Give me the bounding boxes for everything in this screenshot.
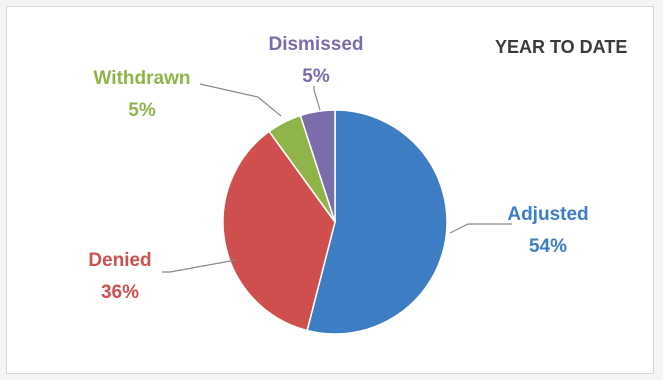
leader-line-adjusted: [449, 223, 512, 234]
pie-slice-denied: [222, 130, 336, 332]
slice-label-withdrawn: Withdrawn: [94, 68, 191, 89]
leader-line-dismissed: [313, 86, 321, 111]
pie-slice-adjusted: [306, 109, 448, 335]
leader-line-denied: [162, 259, 237, 273]
slice-percent-adjusted: 54%: [529, 236, 567, 257]
leader-lines: [162, 83, 512, 273]
pie-slice-dismissed: [299, 109, 336, 223]
leader-line-withdrawn: [199, 83, 282, 117]
slice-percent-withdrawn: 5%: [128, 100, 156, 121]
slice-percent-denied: 36%: [101, 282, 139, 303]
slice-labels: Adjusted 54% Denied 36% Withdrawn 5% Dismissed…: [88, 34, 588, 303]
slice-percent-dismissed: 5%: [302, 66, 330, 87]
slice-label-adjusted: Adjusted: [507, 204, 588, 225]
chart-title: YEAR TO DATE: [495, 37, 627, 57]
pie-slices: [222, 109, 448, 335]
slice-label-denied: Denied: [88, 250, 151, 271]
slice-label-dismissed: Dismissed: [268, 34, 363, 55]
